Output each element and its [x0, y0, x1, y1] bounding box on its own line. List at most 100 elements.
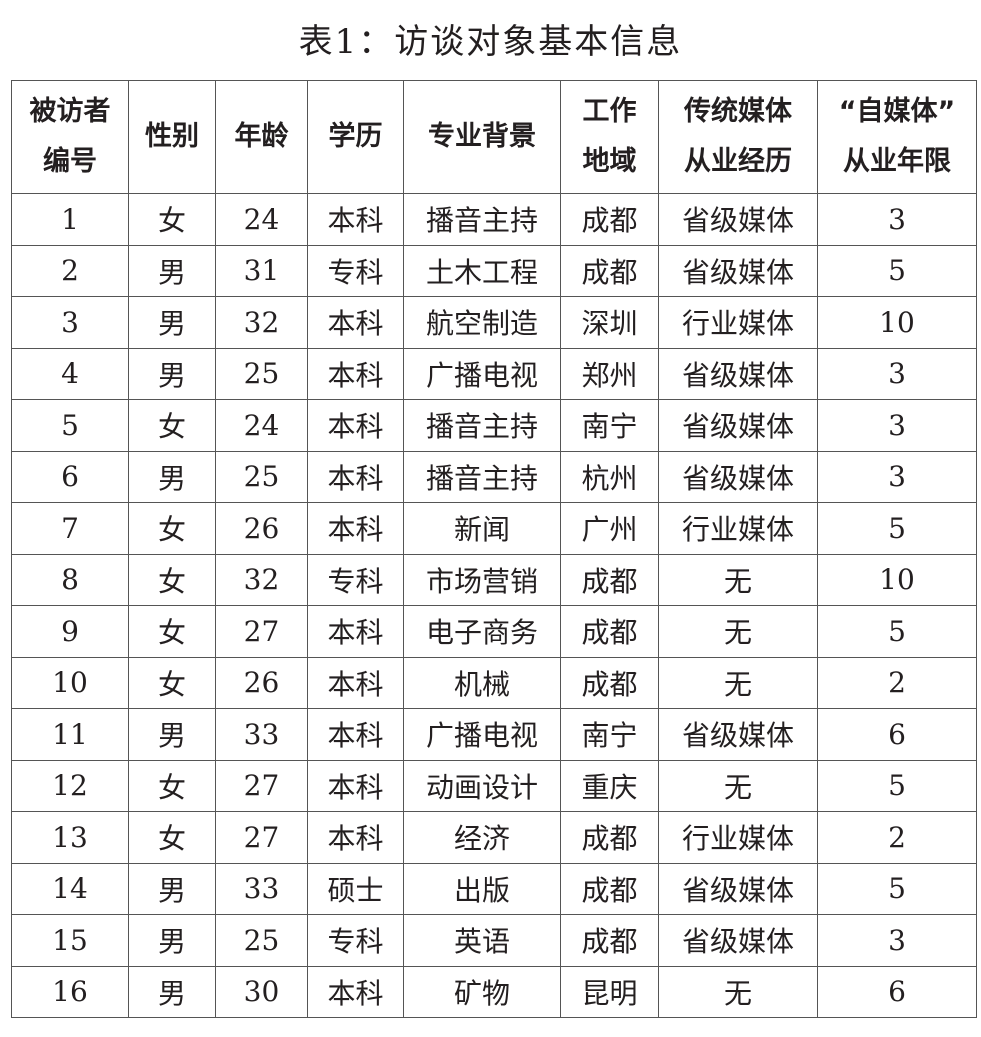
table-cell: 15 — [11, 914, 129, 967]
table-cell: 机械 — [403, 656, 561, 709]
table-cell: 16 — [11, 965, 129, 1018]
table-cell: 女 — [128, 759, 216, 812]
table-row: 8 女 32 专科 市场营销 成都无 10 — [11, 553, 977, 606]
table-cell: 南宁 — [560, 399, 659, 452]
table-cell: 11 — [11, 708, 129, 761]
column-header: 专业背景 — [403, 80, 561, 194]
table-body: 1 女 24 本科 播音主持 成都 省级媒体 3 2 男 31 专科 土木工程 成都 省级媒体 5 3 男 32 本科… — [11, 193, 977, 1018]
table-cell: 本科 — [307, 296, 404, 349]
table-row: 3 男 32 本科 航空制造 深圳 行业媒体 10 — [11, 296, 977, 349]
table-cell: 电子商务 — [403, 605, 561, 658]
table-cell: 5 — [817, 502, 977, 555]
table-cell: 专科 — [307, 914, 404, 967]
table-cell: 5 — [817, 862, 977, 915]
table-cell: 市场营销 — [403, 553, 561, 606]
column-header-line: 性别 — [145, 121, 199, 152]
column-header: 传统媒体 从业经历 — [658, 80, 818, 194]
table-cell: 省级媒体 — [658, 347, 818, 400]
table-cell: 成都 — [560, 193, 659, 246]
table-cell: 专科 — [307, 553, 404, 606]
table-cell: 省级媒体 — [658, 193, 818, 246]
table-cell: 2 — [817, 656, 977, 709]
table-cell: 3 — [817, 399, 977, 452]
table-row: 1 女 24 本科 播音主持 成都 省级媒体 3 — [11, 193, 977, 246]
table-cell: 10 — [817, 296, 977, 349]
table-cell: 本科 — [307, 450, 404, 503]
table-cell: 专科 — [307, 244, 404, 297]
table-row: 10 女 26 本科 机械 成都无 2 — [11, 656, 977, 709]
table-cell: 本科 — [307, 656, 404, 709]
table-cell: 省级媒体 — [658, 862, 818, 915]
table-cell: 硕士 — [307, 862, 404, 915]
table-cell: 广播电视 — [403, 347, 561, 400]
table-cell: 航空制造 — [403, 296, 561, 349]
table-cell: 男 — [128, 450, 216, 503]
table-cell: 成都 — [560, 862, 659, 915]
table-cell: 本科 — [307, 399, 404, 452]
table-cell: 9 — [11, 605, 129, 658]
table-cell: 男 — [128, 244, 216, 297]
table-cell: 男 — [128, 862, 216, 915]
table-cell: 无 — [658, 553, 818, 606]
header-row: 被访者 编号 性别 年龄 学历 专业背景 工作 地域 传统媒体 从业经历 “自媒体” 从业年限 — [11, 80, 977, 194]
table-cell: 杭州 — [560, 450, 659, 503]
table-cell: 省级媒体 — [658, 399, 818, 452]
column-header-line: 编号 — [43, 146, 97, 177]
table-cell: 本科 — [307, 965, 404, 1018]
table-cell: 女 — [128, 502, 216, 555]
table-cell: 成都 — [560, 656, 659, 709]
table-cell: 25 — [215, 914, 308, 967]
table-cell: 广播电视 — [403, 708, 561, 761]
table-cell: 省级媒体 — [658, 914, 818, 967]
table-cell: 3 — [817, 914, 977, 967]
table-cell: 25 — [215, 450, 308, 503]
table-cell: 27 — [215, 811, 308, 864]
table-cell: 动画设计 — [403, 759, 561, 812]
table-row: 16 男 30 本科 矿物 昆明无 6 — [11, 965, 977, 1018]
table-cell: 1 — [11, 193, 129, 246]
table-cell: 播音主持 — [403, 450, 561, 503]
table-cell: 5 — [11, 399, 129, 452]
table-cell: 本科 — [307, 759, 404, 812]
table-row: 2 男 31 专科 土木工程 成都 省级媒体 5 — [11, 244, 977, 297]
column-header: “自媒体” 从业年限 — [817, 80, 977, 194]
table-cell: 3 — [817, 193, 977, 246]
table-cell: 24 — [215, 193, 308, 246]
column-header: 性别 — [128, 80, 216, 194]
table-cell: 本科 — [307, 347, 404, 400]
table-cell: 30 — [215, 965, 308, 1018]
table-cell: 省级媒体 — [658, 708, 818, 761]
table-cell: 男 — [128, 296, 216, 349]
table-cell: 行业媒体 — [658, 811, 818, 864]
table-cell: 播音主持 — [403, 193, 561, 246]
table-cell: 本科 — [307, 708, 404, 761]
table-cell: 31 — [215, 244, 308, 297]
table-cell: 经济 — [403, 811, 561, 864]
table-row: 12 女 27 本科 动画设计 重庆无 5 — [11, 759, 977, 812]
column-header-line: 学历 — [328, 121, 383, 152]
table-cell: 32 — [215, 553, 308, 606]
table-cell: 矿物 — [403, 965, 561, 1018]
table-cell: 成都 — [560, 553, 659, 606]
table-cell: 12 — [11, 759, 129, 812]
table-cell: 6 — [817, 708, 977, 761]
table-cell: 无 — [658, 759, 818, 812]
table-title: 表1：访谈对象基本信息 — [298, 22, 683, 62]
table-cell: 行业媒体 — [658, 502, 818, 555]
table-cell: 无 — [658, 656, 818, 709]
table-cell: 省级媒体 — [658, 450, 818, 503]
table-cell: 男 — [128, 965, 216, 1018]
table-cell: 土木工程 — [403, 244, 561, 297]
table-cell: 3 — [817, 347, 977, 400]
column-header-line: “自媒体” — [838, 96, 956, 127]
column-header-line: 从业经历 — [684, 146, 792, 177]
table-cell: 32 — [215, 296, 308, 349]
table-cell: 女 — [128, 656, 216, 709]
column-header: 年龄 — [215, 80, 308, 194]
table-cell: 女 — [128, 399, 216, 452]
table-cell: 昆明 — [560, 965, 659, 1018]
table-cell: 女 — [128, 605, 216, 658]
table-cell: 7 — [11, 502, 129, 555]
table-cell: 33 — [215, 862, 308, 915]
table-cell: 出版 — [403, 862, 561, 915]
